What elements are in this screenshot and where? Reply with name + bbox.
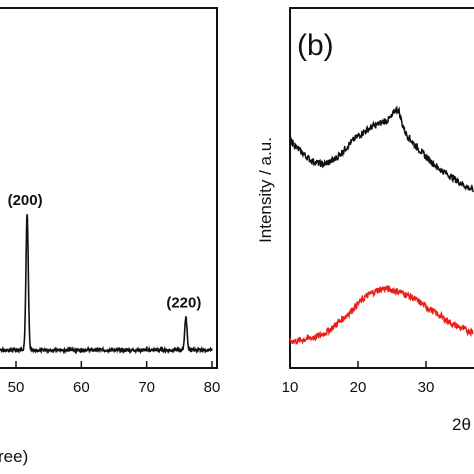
panel-b-x-tick-labels: 10 20 30 [282, 379, 435, 396]
panel-b-frame [289, 7, 474, 369]
panel-b-series-black-line [289, 105, 474, 193]
panel-b-x-tick-label: 20 [350, 379, 367, 396]
panel-a-peak-label: (200) [8, 192, 43, 209]
panel-a-x-tick-label: 80 [204, 379, 221, 396]
panel-b-x-axis-title: 2θ [452, 415, 471, 434]
panel-b-label: (b) [297, 29, 334, 62]
panel-a-series-line [0, 214, 213, 355]
panel-a-x-tick-label: 60 [73, 379, 90, 396]
panel-b-series-red-line [289, 285, 474, 345]
panel-b-y-axis-title: Intensity / a.u. [256, 137, 275, 243]
panel-a: 4050607080 (111)(200)(220) ree) [0, 7, 221, 466]
panel-b-x-tick-label: 30 [418, 379, 435, 396]
panel-b-x-ticks [289, 361, 427, 368]
panel-a-frame [0, 7, 218, 369]
panel-a-x-axis-title: ree) [0, 447, 28, 466]
panel-a-peak-label: (220) [166, 295, 201, 312]
panel-a-peak-labels: (111)(200)(220) [8, 192, 202, 312]
panel-a-x-tick-label: 70 [138, 379, 155, 396]
panel-b: (b) Intensity / a.u. 10 20 30 2θ [256, 7, 474, 434]
panel-a-x-ticks [15, 361, 213, 368]
panel-b-x-tick-label: 10 [282, 379, 299, 396]
panel-a-x-tick-label: 50 [8, 379, 25, 396]
panel-a-x-tick-labels: 4050607080 [8, 379, 221, 396]
